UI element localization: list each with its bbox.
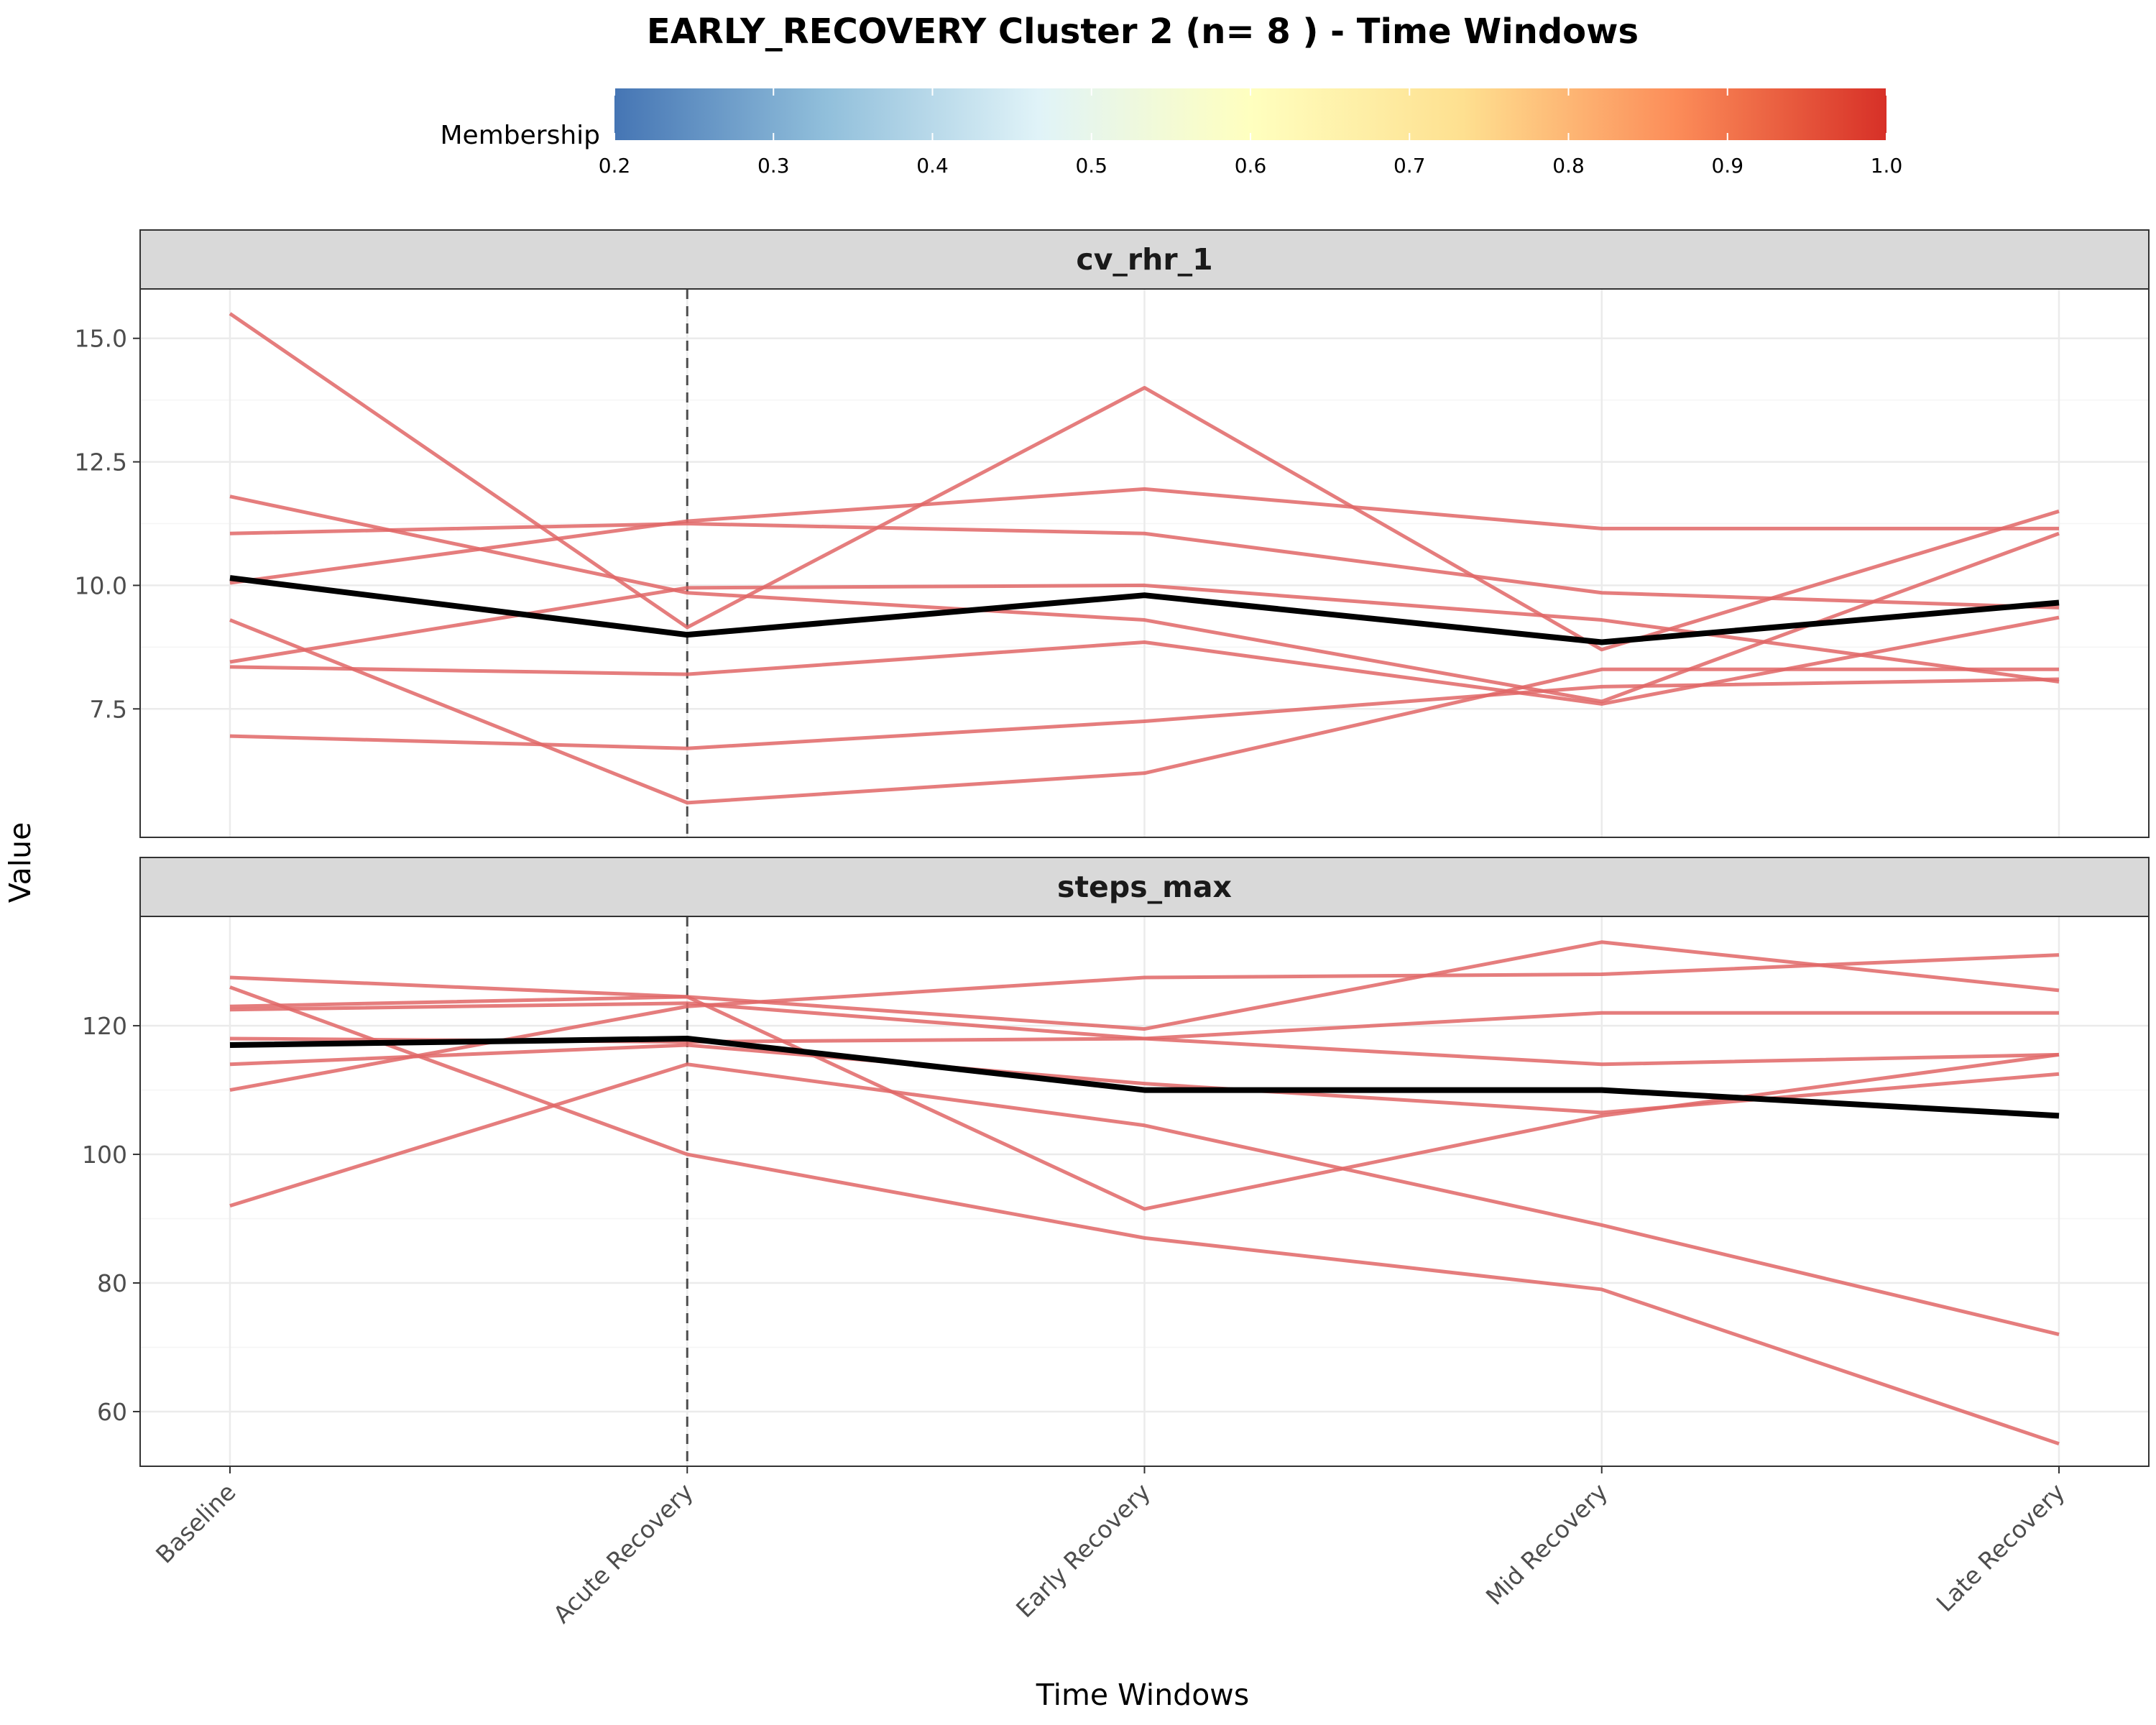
series-line	[229, 985, 2060, 1446]
y-tick-label: 12.5	[75, 448, 127, 477]
legend-tick-label: 1.0	[1871, 154, 1903, 178]
y-axis-title: Value	[3, 822, 37, 903]
x-tick-label: Mid Recovery	[1480, 1478, 1613, 1611]
facet-panels: cv_rhr_1 7.5 10.0 12.5 15.0 steps_max 60 80 100 1…	[75, 229, 2150, 1467]
gridlines	[140, 916, 2149, 1466]
x-tick-label: Baseline	[150, 1478, 241, 1569]
series-line	[229, 522, 2060, 610]
y-axis: 7.5 10.0 12.5 15.0	[75, 325, 140, 723]
series-line	[229, 1062, 2060, 1337]
x-axis: Baseline Acute Recovery Early Recovery Mid …	[150, 1466, 2070, 1629]
x-axis-title: Time Windows	[1036, 1678, 1249, 1712]
legend-tick-label: 0.3	[757, 154, 790, 178]
y-tick-label: 120	[82, 1012, 127, 1040]
legend-tick-label: 0.2	[599, 154, 631, 178]
series-line	[229, 615, 2060, 706]
y-tick-label: 10.0	[75, 571, 127, 599]
x-tick-label: Early Recovery	[1010, 1478, 1156, 1623]
chart-title: EARLY_RECOVERY Cluster 2 (n= 8 ) - Time …	[647, 12, 1639, 52]
series-line	[229, 487, 2059, 585]
x-tick-label: Late Recovery	[1931, 1478, 2070, 1617]
facet-strip	[139, 229, 2150, 290]
series-lines	[229, 312, 2060, 805]
series-line	[229, 677, 2060, 750]
y-axis: 60 80 100 120	[82, 1012, 140, 1426]
facet-strip-label: cv_rhr_1	[1076, 242, 1212, 277]
y-tick-label: 100	[82, 1141, 127, 1169]
facet-strip-label: steps_max	[1057, 870, 1232, 904]
facet-strip	[139, 857, 2150, 917]
y-tick-label: 80	[97, 1269, 127, 1297]
series-line	[229, 940, 2060, 1031]
series-line	[229, 583, 2060, 684]
legend-tick-label: 0.6	[1235, 154, 1267, 178]
legend-colorbar	[614, 88, 1886, 140]
series-line	[229, 494, 2060, 704]
panel-border	[139, 288, 2150, 838]
legend-title: Membership	[440, 121, 600, 150]
legend-tick-label: 0.8	[1552, 154, 1585, 178]
series-line	[229, 312, 2060, 652]
mean-line	[229, 575, 2060, 645]
x-tick-label: Acute Recovery	[548, 1478, 699, 1629]
legend-tick-label: 0.7	[1393, 154, 1426, 178]
y-tick-label: 15.0	[75, 325, 127, 353]
panel-cv_rhr_1: cv_rhr_1 7.5 10.0 12.5 15.0	[75, 229, 2150, 838]
series-line	[229, 618, 2059, 805]
legend-tick-label: 0.5	[1075, 154, 1107, 178]
panel-steps_max: steps_max 60 80 100 120	[82, 857, 2150, 1467]
series-line	[229, 953, 2060, 1092]
y-tick-label: 60	[97, 1398, 127, 1426]
y-tick-label: 7.5	[90, 695, 127, 723]
legend-tick-label: 0.4	[916, 154, 949, 178]
series-line	[229, 995, 2060, 1211]
membership-legend: Membership 0.2 0.3 0.4 0.5 0.6 0.7 0.8 0.9 1.0	[440, 88, 1902, 178]
legend-tick-label: 0.9	[1711, 154, 1743, 178]
mean-line	[229, 1036, 2060, 1119]
